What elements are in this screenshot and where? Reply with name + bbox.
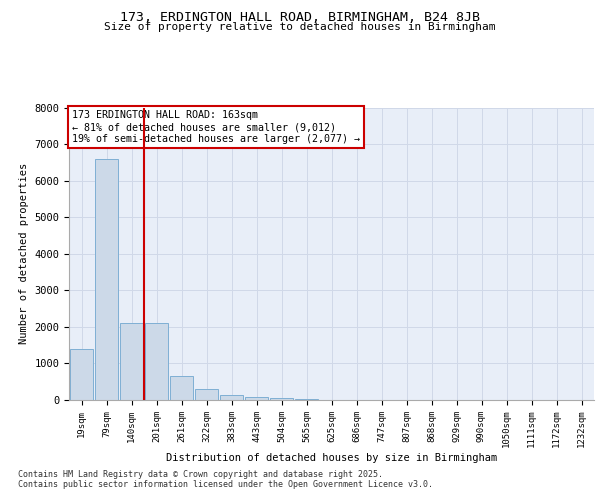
Bar	[220, 395, 243, 400]
Bar	[145, 323, 168, 400]
Bar	[295, 399, 318, 400]
X-axis label: Distribution of detached houses by size in Birmingham: Distribution of detached houses by size …	[166, 453, 497, 463]
Bar	[195, 389, 218, 400]
Text: Contains HM Land Registry data © Crown copyright and database right 2025.: Contains HM Land Registry data © Crown c…	[18, 470, 383, 479]
Text: 173 ERDINGTON HALL ROAD: 163sqm
← 81% of detached houses are smaller (9,012)
19%: 173 ERDINGTON HALL ROAD: 163sqm ← 81% of…	[71, 110, 359, 144]
Y-axis label: Number of detached properties: Number of detached properties	[19, 163, 29, 344]
Bar	[120, 323, 143, 400]
Bar	[245, 397, 268, 400]
Text: 173, ERDINGTON HALL ROAD, BIRMINGHAM, B24 8JB: 173, ERDINGTON HALL ROAD, BIRMINGHAM, B2…	[120, 11, 480, 24]
Bar	[170, 376, 193, 400]
Bar	[270, 398, 293, 400]
Bar	[70, 349, 93, 400]
Text: Size of property relative to detached houses in Birmingham: Size of property relative to detached ho…	[104, 22, 496, 32]
Text: Contains public sector information licensed under the Open Government Licence v3: Contains public sector information licen…	[18, 480, 433, 489]
Bar	[95, 158, 118, 400]
